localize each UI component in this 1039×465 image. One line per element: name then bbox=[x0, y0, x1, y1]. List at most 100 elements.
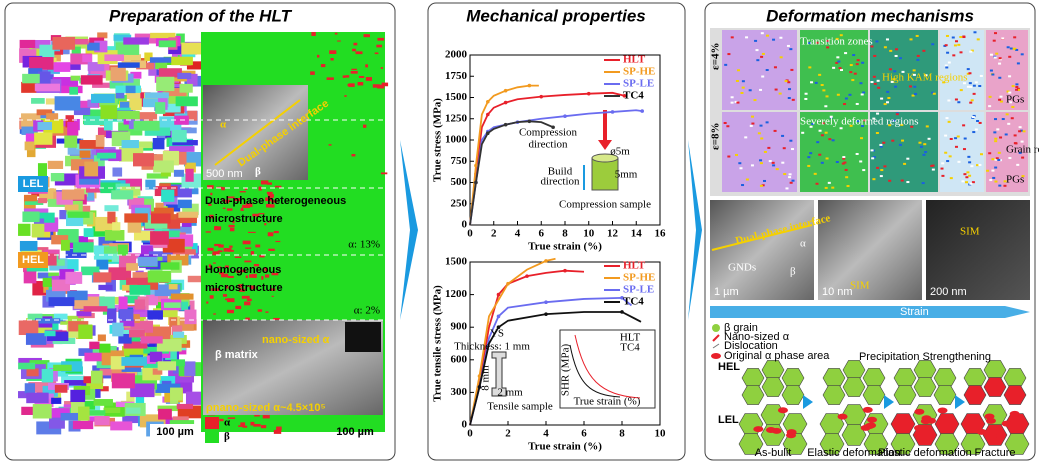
speck bbox=[381, 82, 389, 87]
kam-speck bbox=[809, 152, 813, 155]
grain bbox=[72, 420, 94, 430]
kam-speck bbox=[825, 95, 829, 98]
alpha-area bbox=[866, 422, 877, 429]
grain bbox=[137, 256, 158, 267]
kam-speck bbox=[856, 120, 860, 123]
grain bbox=[155, 349, 171, 359]
kam-speck bbox=[855, 63, 859, 66]
grain bbox=[149, 351, 163, 362]
grain bbox=[155, 102, 166, 114]
kam-speck bbox=[931, 43, 935, 46]
speck bbox=[363, 34, 369, 37]
grain bbox=[133, 309, 149, 318]
grain bbox=[18, 391, 32, 399]
grain bbox=[24, 194, 38, 202]
grain bbox=[54, 96, 81, 111]
point bbox=[563, 268, 567, 273]
kam-speck bbox=[860, 93, 864, 96]
point bbox=[640, 109, 644, 113]
grain bbox=[32, 404, 52, 419]
legend-swatch bbox=[205, 417, 219, 429]
y-tick-label: 250 bbox=[451, 197, 468, 209]
tag: Grain rotation bbox=[1006, 144, 1039, 156]
kam-speck bbox=[924, 74, 928, 77]
grain bbox=[97, 32, 108, 39]
x-tick-label: 2 bbox=[505, 428, 511, 440]
grain bbox=[155, 383, 181, 393]
kam-speck bbox=[989, 69, 993, 72]
kam-speck bbox=[807, 164, 811, 167]
kam-speck bbox=[994, 180, 998, 183]
kam-speck bbox=[957, 43, 961, 46]
grain bbox=[1003, 368, 1027, 388]
kam-speck bbox=[750, 115, 754, 118]
kam-speck bbox=[971, 181, 975, 184]
speck bbox=[238, 284, 243, 288]
tem-image bbox=[818, 200, 922, 300]
kam-speck bbox=[835, 61, 839, 64]
grain bbox=[913, 377, 937, 397]
load-arrow bbox=[598, 140, 612, 150]
kam-speck bbox=[959, 51, 963, 54]
grain bbox=[110, 356, 125, 370]
grain bbox=[104, 229, 125, 241]
kam-speck bbox=[998, 76, 1002, 79]
point bbox=[527, 83, 532, 88]
grain bbox=[46, 113, 59, 120]
grain bbox=[933, 385, 957, 405]
grain bbox=[97, 127, 112, 138]
kam-speck bbox=[986, 169, 990, 172]
speck bbox=[267, 232, 274, 237]
kam-speck bbox=[912, 73, 916, 76]
grain bbox=[963, 385, 987, 405]
grain bbox=[135, 392, 145, 406]
grain bbox=[841, 424, 867, 446]
grain bbox=[21, 81, 40, 93]
lel-badge bbox=[18, 176, 48, 192]
grain bbox=[963, 368, 987, 388]
speck bbox=[210, 192, 213, 196]
region-label: High KAM regions bbox=[882, 72, 968, 84]
speck bbox=[232, 220, 235, 224]
grain bbox=[781, 368, 805, 388]
grain bbox=[100, 105, 118, 119]
y-tick-label: 1750 bbox=[445, 70, 468, 82]
kam-speck bbox=[838, 67, 842, 70]
panel-title: Preparation of the HLT bbox=[109, 6, 293, 25]
grain bbox=[126, 391, 135, 406]
grain bbox=[129, 284, 151, 295]
alpha-area bbox=[867, 416, 878, 423]
heading: microstructure bbox=[205, 213, 283, 225]
kam-speck bbox=[1018, 130, 1022, 133]
kam-speck bbox=[945, 117, 949, 120]
layout bbox=[4, 2, 1036, 461]
kam-speck bbox=[971, 116, 975, 119]
x-tick-label: 8 bbox=[562, 228, 568, 240]
kam-speck bbox=[998, 98, 1002, 101]
scale-label: 1 µm bbox=[714, 286, 739, 298]
kam-speck bbox=[883, 46, 887, 49]
grain bbox=[61, 189, 85, 200]
kam-speck bbox=[871, 157, 875, 160]
y-tick-label: 750 bbox=[451, 155, 468, 167]
speck bbox=[258, 186, 262, 191]
grain bbox=[107, 308, 117, 324]
kam-speck bbox=[895, 48, 899, 51]
grain bbox=[122, 346, 148, 356]
kam-speck bbox=[966, 85, 970, 88]
kam-speck bbox=[738, 162, 742, 165]
grain bbox=[133, 153, 154, 167]
legend-swatch bbox=[205, 431, 219, 443]
speck bbox=[267, 204, 275, 208]
kam-speck bbox=[745, 36, 749, 39]
speck bbox=[275, 240, 281, 243]
kam-speck bbox=[954, 137, 958, 140]
speck bbox=[267, 182, 272, 185]
grain bbox=[862, 368, 886, 388]
kam-speck bbox=[891, 139, 895, 142]
point bbox=[622, 94, 627, 98]
kam-speck bbox=[999, 95, 1003, 98]
kam-speck bbox=[829, 115, 833, 118]
matrix-label: β matrix bbox=[215, 349, 259, 361]
